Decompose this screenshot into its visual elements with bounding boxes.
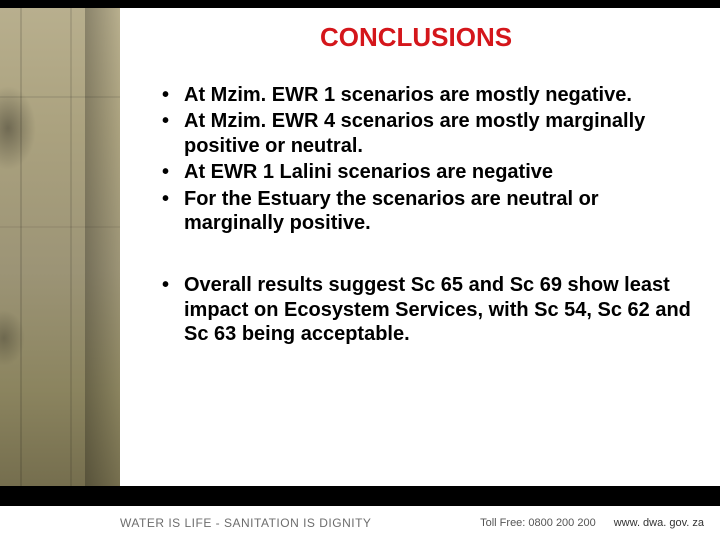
footer-black-bar (0, 486, 720, 506)
footer: WATER IS LIFE - SANITATION IS DIGNITY To… (0, 486, 720, 540)
bullet-item: At EWR 1 Lalini scenarios are negative (156, 160, 696, 184)
slide-title: CONCLUSIONS (136, 22, 696, 53)
paragraph-gap (156, 237, 696, 273)
footer-white-bar: WATER IS LIFE - SANITATION IS DIGNITY To… (0, 506, 720, 540)
bullet-item: Overall results suggest Sc 65 and Sc 69 … (156, 273, 696, 346)
slide: CONCLUSIONS At Mzim. EWR 1 scenarios are… (0, 0, 720, 540)
bullet-group-2: Overall results suggest Sc 65 and Sc 69 … (156, 273, 696, 346)
top-black-bar (0, 0, 720, 8)
footer-tagline: WATER IS LIFE - SANITATION IS DIGNITY (120, 516, 371, 530)
bullet-group-1: At Mzim. EWR 1 scenarios are mostly nega… (156, 83, 696, 235)
footer-tollfree: Toll Free: 0800 200 200 (480, 517, 596, 529)
bullet-item: For the Estuary the scenarios are neutra… (156, 187, 696, 236)
bullet-item: At Mzim. EWR 4 scenarios are mostly marg… (156, 109, 696, 158)
content-area: CONCLUSIONS At Mzim. EWR 1 scenarios are… (120, 8, 720, 486)
left-photo-strip (0, 8, 120, 486)
footer-url: www. dwa. gov. za (614, 517, 704, 529)
bullet-item: At Mzim. EWR 1 scenarios are mostly nega… (156, 83, 696, 107)
